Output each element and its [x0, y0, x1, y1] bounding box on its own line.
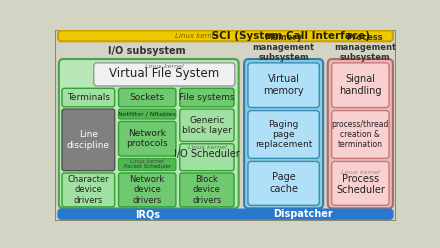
FancyBboxPatch shape: [180, 109, 234, 141]
Text: Virtual
memory: Virtual memory: [263, 74, 304, 96]
FancyBboxPatch shape: [118, 109, 176, 119]
Text: Network
device
drivers: Network device drivers: [130, 175, 165, 205]
Text: SCI (System Call Interface): SCI (System Call Interface): [208, 31, 370, 41]
Text: Sockets: Sockets: [130, 93, 165, 102]
FancyBboxPatch shape: [118, 121, 176, 156]
Text: I/O subsystem: I/O subsystem: [108, 46, 185, 56]
Text: Memory
management
subsystem: Memory management subsystem: [253, 32, 315, 62]
Text: process/thread
creation &
termination: process/thread creation & termination: [332, 120, 389, 149]
Text: Virtual File System: Virtual File System: [109, 67, 220, 80]
FancyBboxPatch shape: [328, 59, 393, 208]
Text: I/O Scheduler: I/O Scheduler: [174, 150, 240, 159]
Text: IRQs: IRQs: [136, 209, 161, 219]
Text: Page
cache: Page cache: [269, 172, 298, 194]
Text: Linux kernel: Linux kernel: [187, 145, 226, 150]
Text: Linux kernel: Linux kernel: [145, 64, 183, 69]
Text: Terminals: Terminals: [67, 93, 110, 102]
FancyBboxPatch shape: [62, 88, 115, 107]
FancyBboxPatch shape: [332, 63, 389, 108]
FancyBboxPatch shape: [118, 158, 176, 171]
Text: Linux kernel: Linux kernel: [341, 170, 380, 175]
FancyBboxPatch shape: [62, 173, 115, 207]
FancyBboxPatch shape: [180, 88, 234, 107]
FancyBboxPatch shape: [59, 59, 238, 208]
FancyBboxPatch shape: [180, 144, 234, 171]
Text: File systems: File systems: [179, 93, 235, 102]
Text: Line
discipline: Line discipline: [67, 130, 110, 150]
Text: Process
management
subsystem: Process management subsystem: [334, 32, 396, 62]
FancyBboxPatch shape: [332, 111, 389, 158]
FancyBboxPatch shape: [180, 173, 234, 207]
FancyBboxPatch shape: [118, 88, 176, 107]
Text: Packet Scheduler: Packet Scheduler: [124, 164, 171, 169]
Text: Paging
page
replacement: Paging page replacement: [255, 120, 312, 149]
Text: Netfilter / Nftables: Netfilter / Nftables: [118, 112, 176, 117]
FancyBboxPatch shape: [248, 111, 319, 158]
Text: Linux kernel: Linux kernel: [175, 33, 218, 39]
FancyBboxPatch shape: [332, 161, 389, 205]
FancyBboxPatch shape: [94, 63, 235, 86]
Text: Signal
handling: Signal handling: [339, 74, 381, 96]
Text: Network
protocols: Network protocols: [126, 129, 168, 148]
Text: Block
device
drivers: Block device drivers: [192, 175, 222, 205]
Text: Generic
block layer: Generic block layer: [182, 116, 232, 135]
FancyBboxPatch shape: [244, 59, 323, 208]
FancyBboxPatch shape: [58, 31, 393, 41]
Text: Character
device
drivers: Character device drivers: [67, 175, 109, 205]
FancyBboxPatch shape: [248, 161, 319, 205]
Text: Linux kernel: Linux kernel: [130, 159, 164, 164]
FancyBboxPatch shape: [62, 109, 115, 171]
FancyBboxPatch shape: [58, 209, 393, 219]
FancyBboxPatch shape: [118, 173, 176, 207]
Text: Dispatcher: Dispatcher: [273, 209, 333, 219]
Text: Process
Scheduler: Process Scheduler: [336, 174, 385, 195]
FancyBboxPatch shape: [248, 63, 319, 108]
